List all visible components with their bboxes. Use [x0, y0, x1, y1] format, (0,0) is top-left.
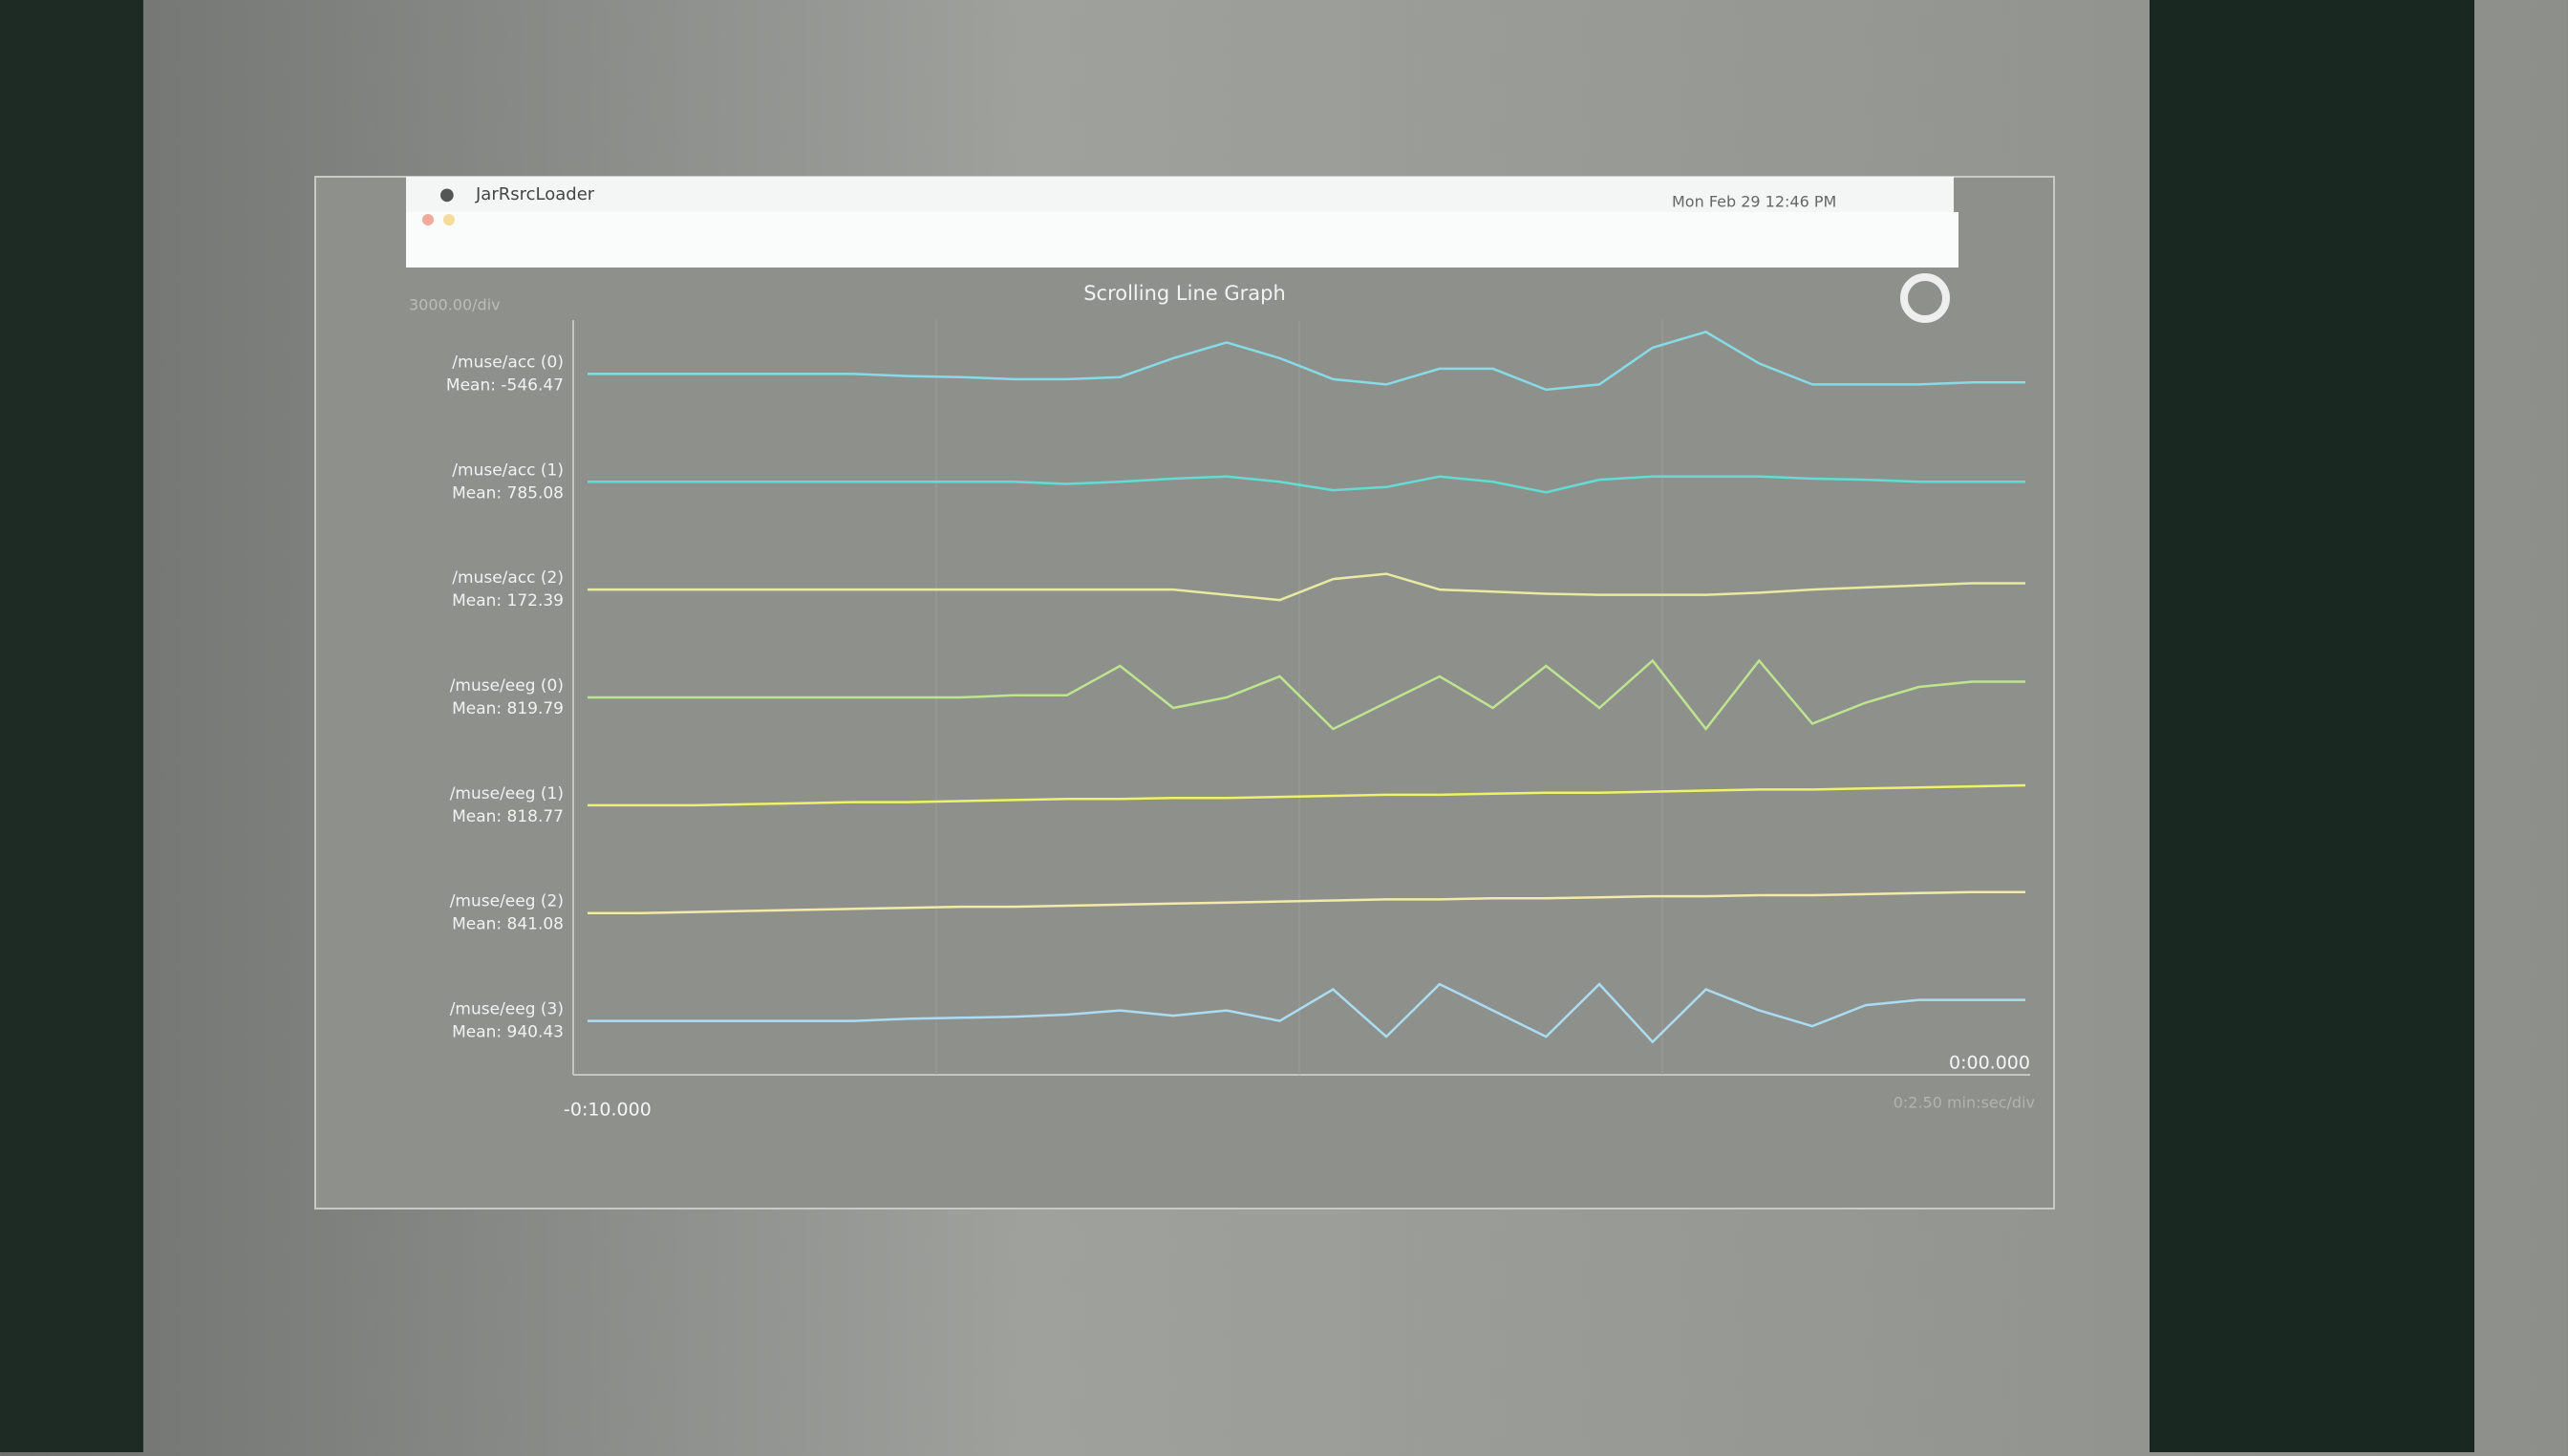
trace	[588, 658, 2025, 732]
trace	[588, 331, 2025, 392]
series-mean: Mean: 172.39	[452, 591, 564, 610]
series-mean: Mean: 818.77	[452, 807, 564, 826]
trace	[588, 783, 2026, 807]
logo	[1900, 273, 1950, 323]
series-name: /muse/acc (2)	[452, 568, 564, 588]
x-end-label: 0:00.000	[1949, 1053, 2030, 1074]
scale-label: 3000.00/div	[409, 296, 501, 314]
series-name: /muse/eeg (2)	[450, 892, 564, 911]
title-bar	[406, 212, 1958, 268]
series-name: /muse/acc (0)	[452, 353, 564, 372]
frame-right	[2150, 0, 2474, 1452]
trace	[588, 890, 2025, 914]
minimize-button[interactable]	[443, 214, 455, 225]
series-name: /muse/eeg (3)	[450, 1000, 564, 1019]
trace	[588, 982, 2025, 1044]
series-name: /muse/eeg (0)	[450, 676, 564, 696]
series-mean: Mean: 819.79	[452, 699, 564, 718]
trace	[588, 572, 2025, 602]
series-mean: Mean: -546.47	[446, 375, 564, 395]
apple-icon: ●	[439, 184, 455, 204]
menu-bar	[406, 177, 1954, 212]
x-start-label: -0:10.000	[564, 1100, 652, 1121]
close-button[interactable]	[422, 214, 434, 225]
series-mean: Mean: 785.08	[452, 483, 564, 503]
frame-left	[0, 0, 143, 1452]
series-mean: Mean: 940.43	[452, 1023, 564, 1042]
window	[314, 176, 2055, 1210]
x-scale-label: 0:2.50 min:sec/div	[1894, 1094, 2035, 1112]
series-name: /muse/eeg (1)	[450, 784, 564, 803]
trace	[588, 475, 2025, 494]
app-name[interactable]: JarRsrcLoader	[475, 184, 595, 204]
series-mean: Mean: 841.08	[452, 915, 564, 934]
series-name: /muse/acc (1)	[452, 460, 564, 480]
chart-title: Scrolling Line Graph	[1083, 282, 1286, 305]
clock[interactable]: Mon Feb 29 12:46 PM	[1672, 193, 1836, 211]
